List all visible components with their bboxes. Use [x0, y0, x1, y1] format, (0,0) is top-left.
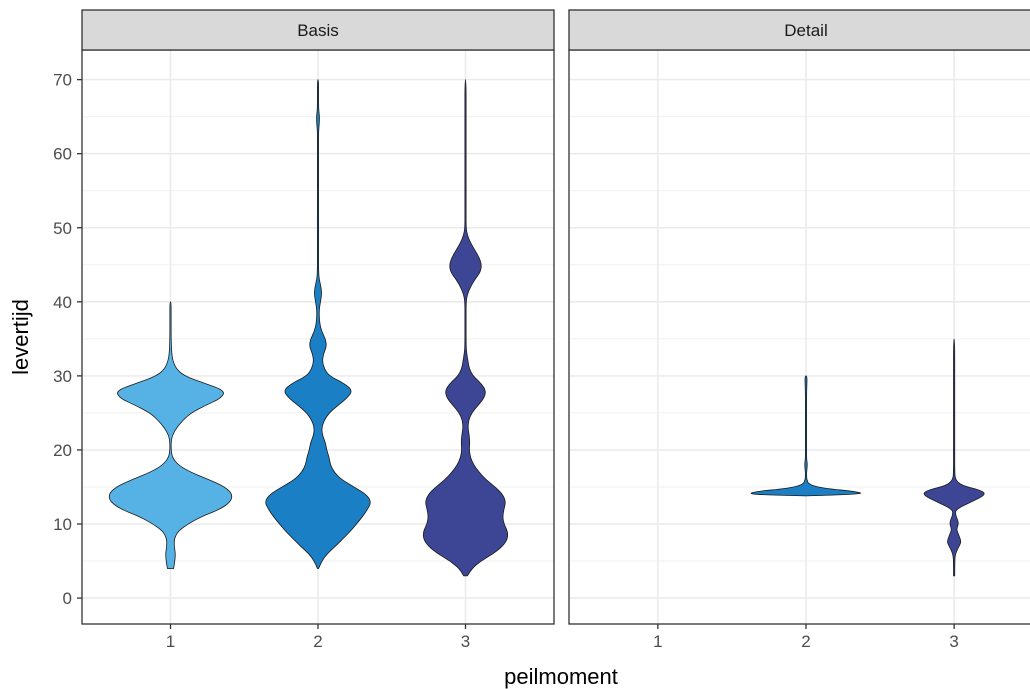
panel-detail: Detail 1 2 3	[568, 9, 1030, 651]
violin-basis-2	[265, 79, 371, 569]
x-tick-label: 1	[166, 632, 175, 651]
violin-detail-3	[923, 338, 985, 577]
y-tick-label: 0	[63, 589, 72, 608]
x-tick-label: 2	[313, 632, 322, 651]
violin-basis-3	[422, 79, 509, 577]
x-tick-label: 2	[801, 632, 810, 651]
strip-detail	[568, 9, 1030, 51]
y-tick-label: 20	[53, 441, 72, 460]
y-tick-label: 70	[53, 71, 72, 90]
y-tick-label: 60	[53, 145, 72, 164]
x-tick-label: 3	[461, 632, 470, 651]
x-axis-title: peilmoment	[504, 664, 618, 689]
panel-violins	[108, 79, 509, 577]
x-tick-label: 1	[653, 632, 662, 651]
y-axis: 0 10 20 30 40 50 60 70	[53, 71, 82, 608]
x-ticks-basis: 1 2 3	[166, 624, 470, 651]
y-tick-label: 50	[53, 219, 72, 238]
strip-basis	[81, 9, 555, 51]
panel-violins	[750, 338, 985, 577]
panel-background	[569, 50, 1030, 624]
violin-detail-2	[750, 375, 861, 497]
y-axis-title: levertijd	[8, 299, 33, 375]
y-tick-label: 10	[53, 515, 72, 534]
x-tick-label: 3	[949, 632, 958, 651]
violin-basis-1	[108, 301, 233, 569]
y-tick-label: 30	[53, 367, 72, 386]
strip-label-basis: Basis	[297, 21, 339, 40]
y-tick-label: 40	[53, 293, 72, 312]
x-ticks-detail: 1 2 3	[653, 624, 959, 651]
panel-basis: Basis 1 2 3	[81, 9, 555, 651]
strip-label-detail: Detail	[784, 21, 827, 40]
